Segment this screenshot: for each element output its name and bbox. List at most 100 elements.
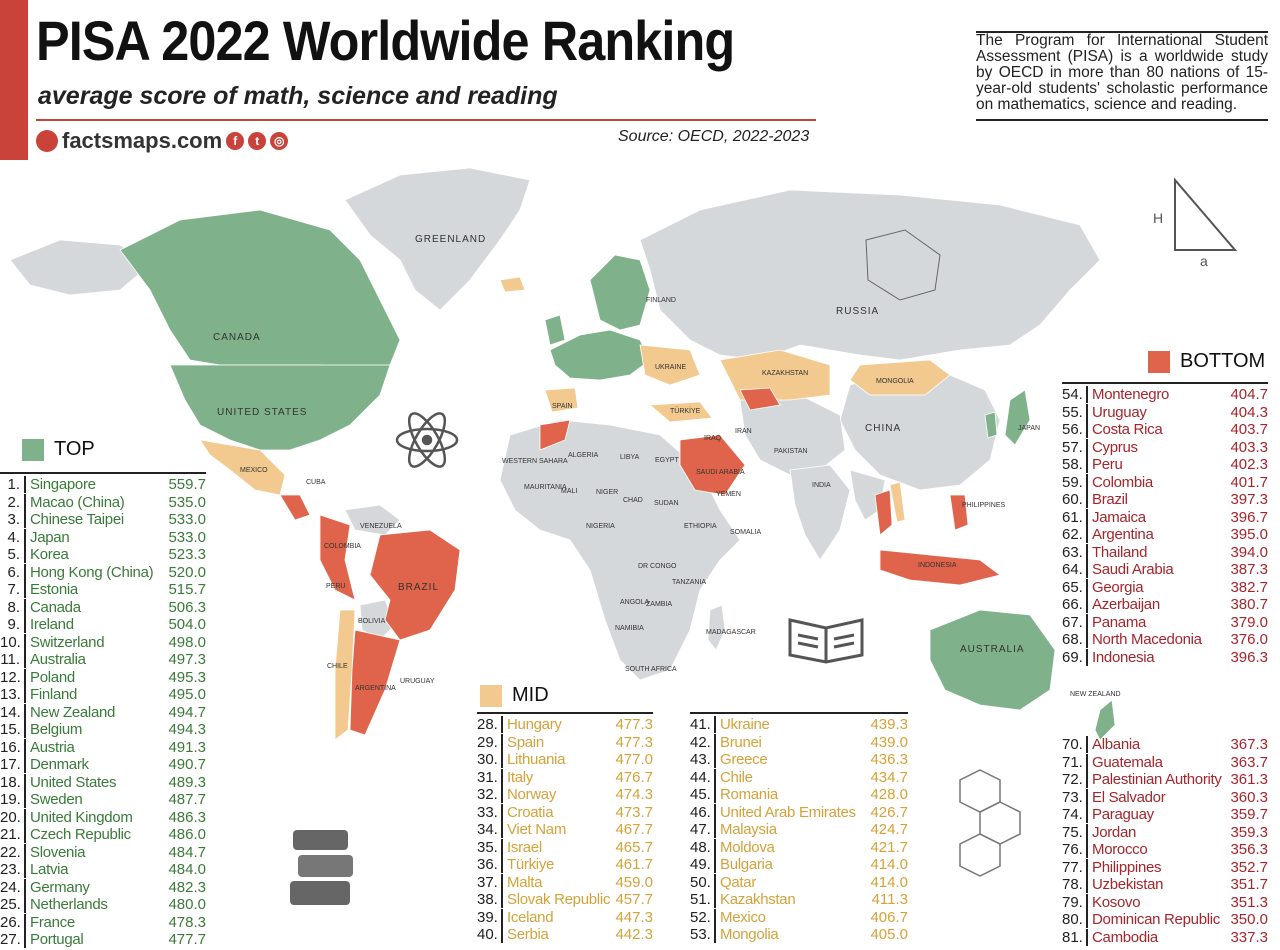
rank-number: 37. [477,873,498,891]
rank-number: 38. [477,891,498,909]
country-name: Malta [501,873,615,891]
ranking-row: 19. Sweden 487.7 [0,791,206,809]
atom-icon [395,412,459,468]
country-name: Slovenia [24,843,168,861]
twitter-icon[interactable]: t [248,132,267,150]
ranking-row: 35. Israel 465.7 [477,838,653,857]
label-namibia: NAMIBIA [615,625,644,632]
turkiye-shape [648,401,713,423]
country-name: Canada [24,598,168,616]
ranking-row: 60. Brazil 397.3 [1062,491,1268,509]
country-score: 439.0 [870,733,908,751]
brand-name[interactable]: factsmaps.com [62,128,223,153]
ranking-row: 22. Slovenia 484.7 [0,843,206,862]
ranking-row: 74. Paraguay 359.7 [1062,806,1268,824]
rank-number: 74. [1062,806,1083,824]
country-score: 414.0 [870,856,908,874]
country-score: 447.3 [615,908,653,926]
ranking-row: 57. Cyprus 403.3 [1062,438,1268,457]
country-name: Israel [501,838,615,856]
country-score: 477.3 [615,733,653,751]
country-name: Chinese Taipei [24,511,168,529]
rank-number: 56. [1062,421,1083,439]
brazil-shape [369,529,461,641]
country-name: Kosovo [1086,893,1230,911]
ranking-row: 46. United Arab Emirates 426.7 [690,803,908,822]
iceland-shape [499,276,526,293]
country-score: 495.0 [168,686,206,704]
rank-number: 80. [1062,911,1083,929]
country-name: Serbia [501,926,615,944]
rank-number: 28. [477,716,498,734]
country-score: 442.3 [615,926,653,944]
rank-number: 63. [1062,543,1083,561]
ranking-row: 40. Serbia 442.3 [477,926,653,944]
instagram-icon[interactable]: ◎ [270,132,289,150]
ranking-row: 32. Norway 474.3 [477,786,653,804]
ranking-row: 78. Uzbekistan 351.7 [1062,876,1268,894]
country-score: 498.0 [168,633,206,651]
country-score: 401.7 [1230,473,1268,491]
country-name: Singapore [24,476,168,494]
country-score: 396.7 [1230,508,1268,526]
legend-mid-label: MID [512,684,549,706]
label-colombia: COLOMBIA [324,543,361,550]
ranking-row: 15. Belgium 494.3 [0,721,206,739]
triangle-geometry-icon: H a [1153,177,1238,269]
country-score: 421.7 [870,838,908,856]
ranking-row: 1. Singapore 559.7 [0,476,206,494]
bottom-ranking-list-b: 70. Albania 367.3 71. Guatemala 363.7 72. Pales… [1062,734,1268,946]
rank-number: 30. [477,751,498,769]
ranking-row: 10. Switzerland 498.0 [0,633,206,652]
ranking-row: 8. Canada 506.3 [0,598,206,617]
rank-number: 9. [7,616,20,634]
label-canada: CANADA [213,332,261,343]
info-text: The Program for International Student As… [976,32,1268,113]
country-score: 406.7 [870,908,908,926]
alaska-shape [9,239,151,296]
country-name: Mongolia [714,926,870,944]
country-name: Macao (China) [24,493,168,511]
rank-number: 49. [690,856,711,874]
rank-number: 15. [0,721,21,739]
ranking-row: 34. Viet Nam 467.7 [477,821,653,839]
country-name: Jamaica [1086,508,1230,526]
ranking-row: 7. Estonia 515.7 [0,581,206,599]
ranking-row: 33. Croatia 473.7 [477,803,653,822]
page-subtitle: average score of math, science and readi… [38,82,558,110]
ranking-row: 2. Macao (China) 535.0 [0,493,206,512]
country-score: 520.0 [168,563,206,581]
bottom-ranking-list-a: 54. Montenegro 404.7 55. Uruguay 404.3 56. Cost… [1062,382,1268,666]
country-score: 487.7 [168,791,206,809]
country-name: Morocco [1086,841,1230,859]
rank-number: 40. [477,926,498,944]
rank-number: 29. [477,733,498,751]
africa-shape [499,419,741,681]
country-score: 359.3 [1230,823,1268,841]
label-united-states: UNITED STATES [217,407,307,418]
country-name: Poland [24,668,168,686]
country-score: 559.7 [168,476,206,494]
ranking-row: 3. Chinese Taipei 533.0 [0,511,206,529]
country-name: Viet Nam [501,821,615,839]
label-libya: LIBYA [620,454,640,461]
label-greenland: GREENLAND [415,234,486,245]
rank-number: 41. [690,716,711,734]
country-score: 484.7 [168,843,206,861]
ranking-row: 20. United Kingdom 486.3 [0,808,206,827]
country-score: 477.0 [615,751,653,769]
india-shape [789,464,851,561]
country-name: Albania [1086,736,1230,754]
label-iraq: IRAQ [704,435,722,442]
label-western-sahara: WESTERN SAHARA [502,458,568,465]
rank-number: 53. [690,926,711,944]
ranking-row: 18. United States 489.3 [0,773,206,792]
legend-mid: MID [480,684,549,707]
country-name: Paraguay [1086,806,1230,824]
top-swatch [22,438,44,461]
country-name: Indonesia [1086,648,1230,666]
ranking-row: 9. Ireland 504.0 [0,616,206,634]
country-score: 363.7 [1230,753,1268,771]
facebook-icon[interactable]: f [226,132,245,150]
country-name: Montenegro [1086,386,1230,404]
